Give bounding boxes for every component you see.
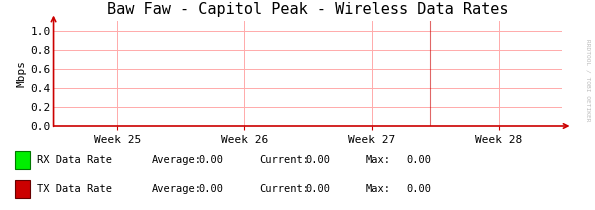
Text: TX Data Rate: TX Data Rate [37, 184, 112, 194]
Text: Max:: Max: [366, 184, 391, 194]
Text: 0.00: 0.00 [406, 184, 431, 194]
Text: Average:: Average: [152, 184, 202, 194]
Text: 0.00: 0.00 [198, 184, 223, 194]
Text: Current:: Current: [259, 155, 309, 165]
Text: 0.00: 0.00 [406, 155, 431, 165]
Text: Current:: Current: [259, 184, 309, 194]
Text: 0.00: 0.00 [305, 184, 330, 194]
Text: RRDTOOL / TOBI OETIKER: RRDTOOL / TOBI OETIKER [586, 39, 591, 121]
Text: Max:: Max: [366, 155, 391, 165]
Text: 0.00: 0.00 [198, 155, 223, 165]
Y-axis label: Mbps: Mbps [16, 60, 26, 87]
Text: Average:: Average: [152, 155, 202, 165]
Text: RX Data Rate: RX Data Rate [37, 155, 112, 165]
Title: Baw Faw - Capitol Peak - Wireless Data Rates: Baw Faw - Capitol Peak - Wireless Data R… [107, 2, 509, 17]
Text: 0.00: 0.00 [305, 155, 330, 165]
